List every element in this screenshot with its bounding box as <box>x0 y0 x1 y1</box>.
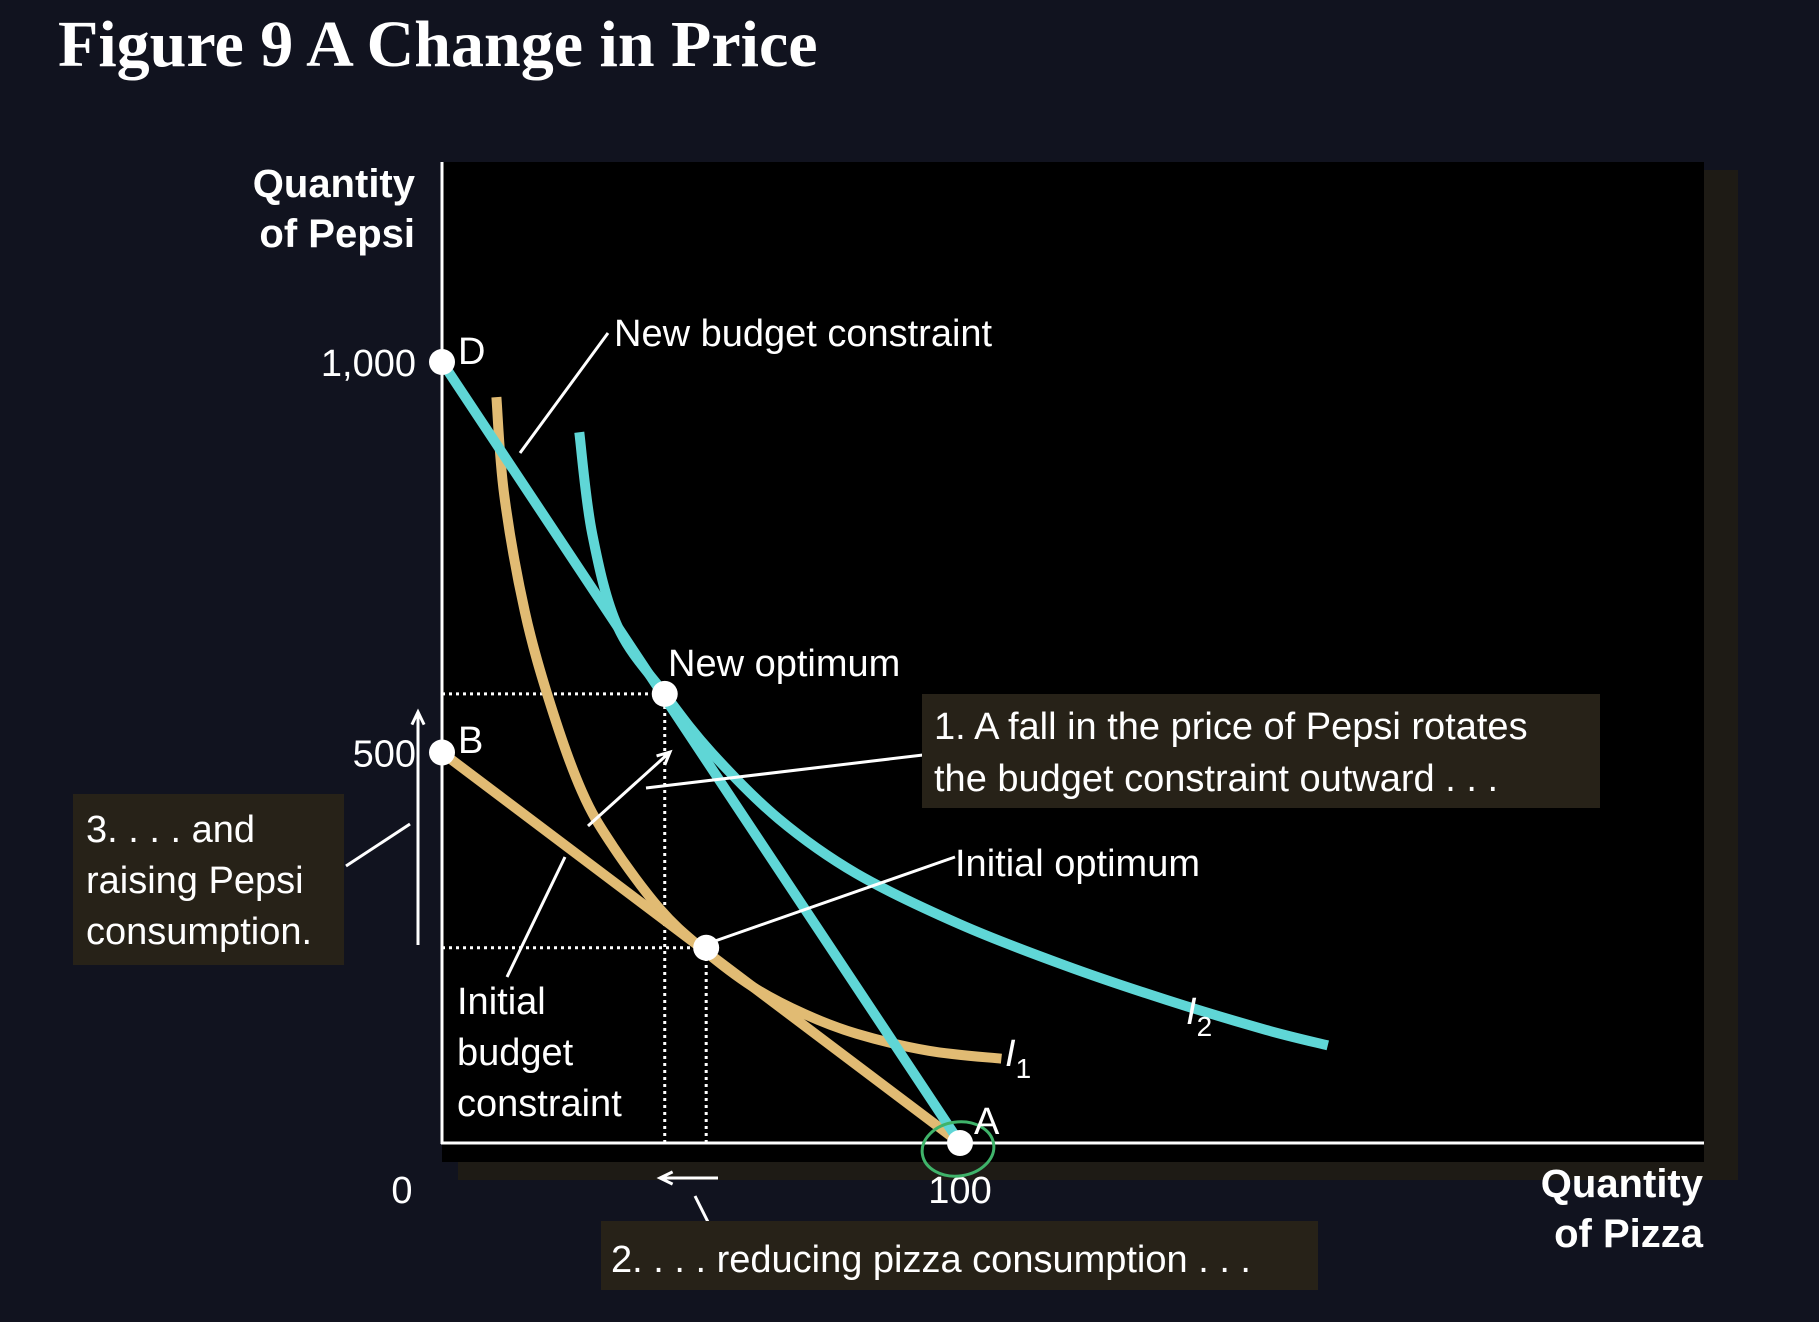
curve-label-i1: I1 <box>1005 1033 1031 1084</box>
annotation-texts: New budget constraint New optimum Initial … <box>86 313 1528 1281</box>
point-a <box>947 1130 973 1156</box>
point-d <box>429 349 455 375</box>
leader-note2 <box>693 1195 710 1223</box>
annotation-initial-bc-line-1: Initial <box>457 981 546 1023</box>
annotation-initial-opt-line-1: Initial optimum <box>955 843 1200 885</box>
point-new-optimum <box>651 680 678 707</box>
point-a-highlight-icon <box>920 1120 996 1178</box>
point-label-b: B <box>458 720 483 762</box>
leader-note3 <box>345 822 411 868</box>
arrow-pizza-decrease <box>656 1170 718 1186</box>
plot-area <box>442 162 1704 1162</box>
annotation-boxes <box>73 694 1600 1290</box>
arrow-pepsi-increase <box>410 708 426 945</box>
note2-box <box>601 1221 1318 1290</box>
annotation-note2-line-1: 2. . . . reducing pizza consumption . . … <box>611 1239 1251 1281</box>
arrow-budget-rotation <box>586 749 673 828</box>
annotation-initial-bc-line-2: budget <box>457 1032 574 1074</box>
leader-initial-bc <box>505 856 567 978</box>
point-initial-optimum <box>693 934 720 961</box>
figure-title: Figure 9 A Change in Price <box>58 8 818 81</box>
annotation-new-bc-line-1: New budget constraint <box>614 313 993 355</box>
annotation-note3-line-1: 3. . . . and <box>86 809 255 851</box>
annotation-note1-line-1: 1. A fall in the price of Pepsi rotates <box>934 706 1528 748</box>
x-axis-title-line2: of Pizza <box>1554 1212 1704 1256</box>
annotation-note1-line-2: the budget constraint outward . . . <box>934 758 1498 800</box>
annotation-initial-bc-line-3: constraint <box>457 1083 622 1125</box>
leader-new-budget <box>518 332 610 454</box>
annotation-leaders <box>345 332 996 1223</box>
series-i1 <box>491 396 1002 1064</box>
annotation-note3-line-3: consumption. <box>86 911 312 953</box>
y-tick-label-500: 500 <box>353 734 416 776</box>
leader-note1 <box>645 753 924 790</box>
curves <box>437 359 1330 1147</box>
leader-initial-opt <box>714 855 956 943</box>
note1-box <box>922 694 1600 808</box>
point-b <box>429 739 455 766</box>
y-axis-title-line1: Quantity <box>253 162 416 206</box>
x-axis-title-line1: Quantity <box>1541 1162 1704 1206</box>
annotation-note3-line-2: raising Pepsi <box>86 860 304 902</box>
point-label-d: D <box>458 331 485 373</box>
curve-label-i2: I2 <box>1186 991 1212 1042</box>
y-tick-label-1-000: 1,000 <box>321 343 416 385</box>
y-axis-title-line2: of Pepsi <box>259 212 415 256</box>
note3-box <box>73 794 344 965</box>
point-label-a: A <box>974 1101 1000 1143</box>
annotation-new-opt-line-1: New optimum <box>668 643 900 685</box>
points: D B A <box>429 331 1000 1156</box>
x-tick-label-0: 0 <box>391 1170 412 1212</box>
series-new-budget-constraint <box>437 359 965 1146</box>
